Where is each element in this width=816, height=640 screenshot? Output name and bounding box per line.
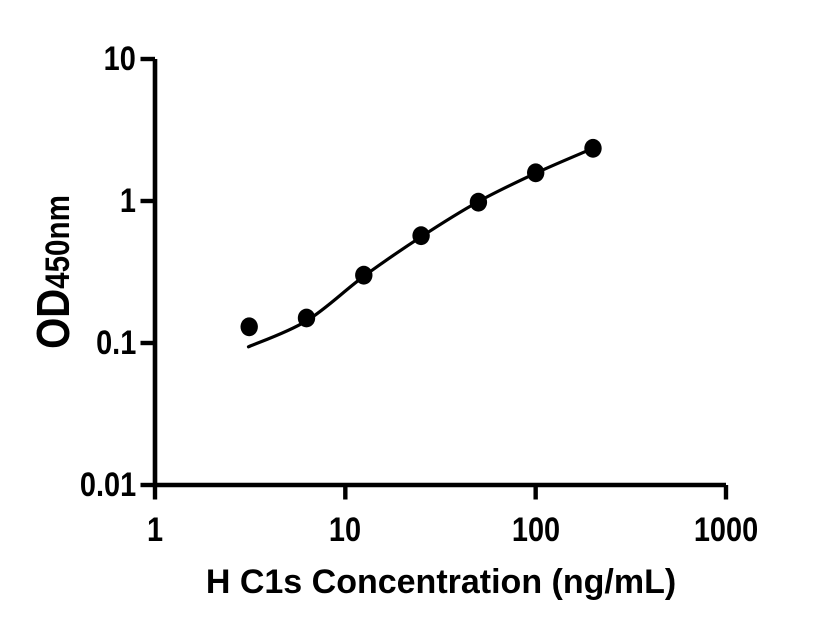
data-point-marker [412,226,430,246]
x-tick-label: 1000 [693,511,759,549]
y-axis-title: OD450nm [26,195,80,349]
data-point-marker [297,308,316,328]
x-tick-label: 100 [511,511,560,549]
data-point-marker [240,317,258,337]
y-tick-label: 10 [103,40,136,78]
y-axis-title-main: OD [27,288,79,349]
x-axis-title: H C1s Concentration (ng/mL) [205,563,677,601]
x-tick-label: 1 [146,511,164,549]
y-tick-label: 1 [119,182,136,220]
data-point-marker [469,192,488,212]
data-point-marker [527,163,545,183]
y-tick-label: 0.01 [79,466,136,504]
data-point-marker [355,265,373,285]
data-point-marker [584,138,602,158]
x-tick-label: 10 [329,511,362,549]
axis-line [152,59,726,488]
y-axis-title-subscript: 450nm [39,195,77,289]
y-tick-label: 0.1 [95,324,136,362]
